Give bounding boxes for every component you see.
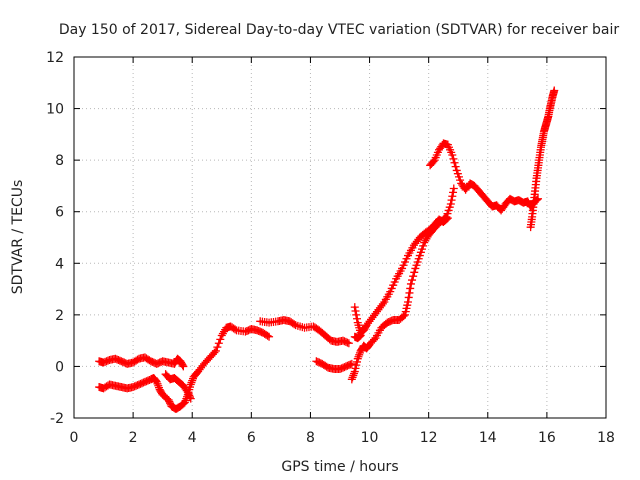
x-tick-label: 18 (597, 430, 615, 446)
series-4 (256, 316, 353, 348)
series-9 (526, 86, 559, 232)
x-tick-label: 0 (70, 430, 79, 446)
data-point-interp (181, 396, 190, 405)
data-point-interp (399, 312, 408, 321)
series-10 (350, 331, 365, 343)
data-point-interp (352, 310, 361, 319)
data-point (186, 394, 195, 403)
data-point-interp (378, 299, 387, 308)
data-point-interp (213, 343, 222, 352)
data-point (152, 377, 161, 386)
data-point-interp (352, 314, 361, 323)
data-point-interp (410, 268, 419, 277)
data-point-interp (404, 293, 413, 302)
data-point-interp (231, 325, 240, 334)
data-point-interp (214, 339, 223, 348)
data-point-interp (178, 361, 187, 370)
x-tick-label: 12 (420, 430, 438, 446)
x-tick-label: 16 (538, 430, 556, 446)
data-point (179, 362, 188, 371)
y-axis-label: SDTVAR / TECUs (10, 180, 26, 295)
data-point-interp (369, 335, 378, 344)
data-point-interp (154, 381, 163, 390)
data-point (347, 359, 356, 368)
series-2 (95, 322, 274, 413)
data-point (350, 303, 359, 312)
data-point-interp (348, 373, 357, 382)
y-tick-label: 0 (55, 359, 64, 375)
data-point (344, 339, 353, 348)
data-point-interp (448, 192, 457, 201)
data-point-interp (449, 154, 458, 163)
data-point-interp (449, 188, 458, 197)
data-point (211, 346, 220, 355)
data-point (448, 150, 457, 159)
data-point-interp (408, 276, 417, 285)
y-tick-label: 4 (55, 256, 64, 272)
data-point-interp (186, 393, 195, 402)
series-8 (426, 139, 543, 215)
x-tick-label: 2 (129, 430, 138, 446)
data-point (406, 279, 415, 288)
data-point-interp (405, 288, 414, 297)
data-point (265, 332, 274, 341)
data-point (186, 380, 195, 389)
data-point-interp (263, 331, 272, 340)
data-point (180, 398, 189, 407)
y-tick-label: 10 (46, 102, 64, 118)
series-1 (95, 353, 188, 371)
x-tick-label: 14 (479, 430, 497, 446)
data-point (550, 86, 559, 95)
x-axis-label: GPS time / hours (281, 459, 398, 475)
data-point-interp (355, 350, 364, 359)
data-point-interp (450, 158, 459, 167)
data-point-interp (447, 196, 456, 205)
data-point-interp (451, 162, 460, 171)
data-point-interp (290, 320, 299, 329)
y-tick-label: 6 (55, 205, 64, 221)
series-3 (161, 370, 195, 403)
series-5 (312, 357, 356, 374)
data-point-interp (349, 371, 358, 380)
x-tick-label: 4 (188, 430, 197, 446)
data-point-interp (406, 284, 415, 293)
data-point-interp (350, 369, 359, 378)
series-7 (347, 184, 458, 384)
data-point (353, 354, 362, 363)
data-point-interp (188, 376, 197, 385)
y-tick-label: 12 (46, 50, 64, 66)
data-point-interp (210, 348, 219, 357)
tick-layer: 0 2 4 6 8 10 12 14 16 18 -2 0 2 4 6 8 10 12 (46, 50, 615, 446)
data-point-interp (354, 352, 363, 361)
chart-title: Day 150 of 2017, Sidereal Day-to-day VTE… (59, 22, 620, 38)
plot-frame (73, 56, 607, 419)
x-tick-label: 6 (247, 430, 256, 446)
data-point-interp (187, 378, 196, 387)
y-tick-label: -2 (50, 411, 64, 427)
data-point-interp (409, 272, 418, 281)
data-point-interp (216, 335, 225, 344)
data-point (403, 297, 412, 306)
x-tick-label: 10 (361, 430, 379, 446)
series-layer (95, 86, 559, 413)
data-point-interp (351, 306, 360, 315)
data-point (356, 331, 365, 340)
data-point (446, 199, 455, 208)
data-point-interp (153, 379, 162, 388)
data-point (449, 184, 458, 193)
y-tick-label: 2 (55, 308, 64, 324)
data-point (347, 375, 356, 384)
y-tick-label: 8 (55, 153, 64, 169)
x-tick-label: 8 (306, 430, 315, 446)
